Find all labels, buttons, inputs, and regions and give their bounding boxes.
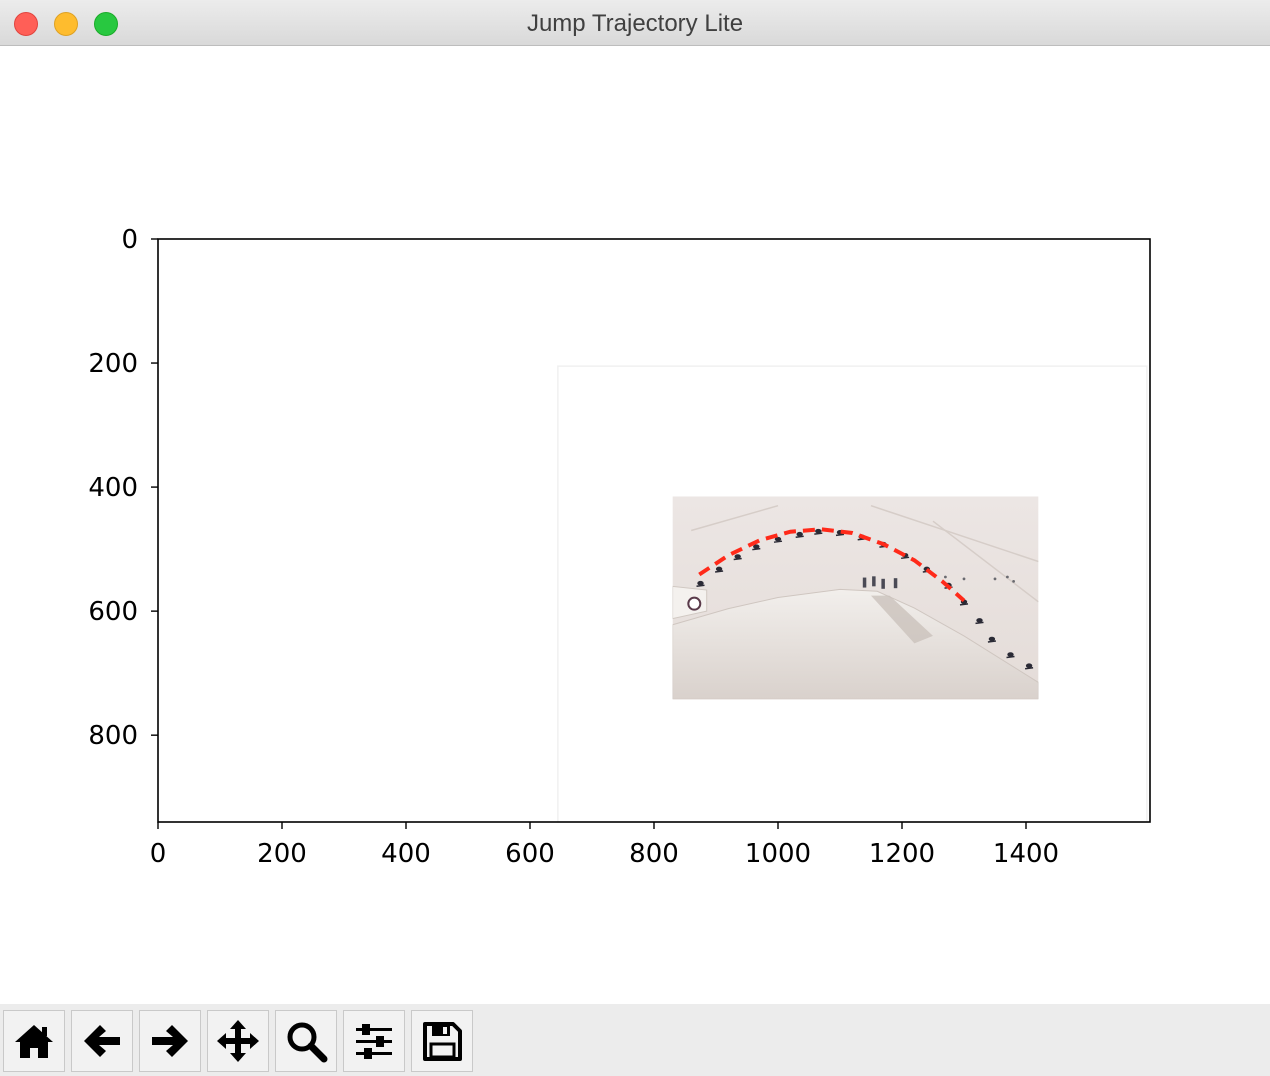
rider: [733, 554, 742, 561]
ramp-shadow: [871, 595, 933, 644]
minimize-window-button[interactable]: [54, 12, 78, 36]
rider: [715, 566, 724, 573]
spectator: [881, 578, 885, 589]
home-button[interactable]: [3, 1010, 65, 1072]
configure-subplots-button[interactable]: [343, 1010, 405, 1072]
distant-person: [993, 577, 997, 581]
x-tick-label: 0: [150, 839, 167, 869]
rider-body: [734, 554, 741, 559]
slope-line: [690, 504, 779, 532]
rider: [795, 531, 804, 538]
rider-body: [715, 566, 723, 572]
spectator: [872, 576, 876, 587]
y-tick-label: 400: [88, 473, 138, 503]
rider-board: [696, 584, 705, 587]
back-button[interactable]: [71, 1010, 133, 1072]
distant-person: [944, 575, 947, 579]
rider: [696, 580, 705, 587]
home-icon: [15, 1025, 53, 1058]
x-tick-label: 1000: [745, 839, 811, 869]
arrow-left-icon: [84, 1025, 120, 1057]
save-button[interactable]: [411, 1010, 473, 1072]
rider-board: [795, 535, 804, 538]
rider-body: [1007, 652, 1014, 657]
arrow-right-icon: [152, 1025, 188, 1057]
navigation-toolbar: [0, 1004, 1270, 1076]
rider-board: [773, 540, 783, 543]
rider-board: [1006, 655, 1015, 659]
rider-board: [901, 556, 910, 560]
rider-board: [715, 570, 724, 573]
ramp-logo: [687, 596, 702, 611]
y-tick-label: 200: [88, 349, 138, 379]
y-tick-label: 800: [88, 721, 138, 751]
zoom-window-button[interactable]: [94, 12, 118, 36]
move-icon: [217, 1020, 259, 1062]
snow-hill: [672, 588, 1039, 700]
x-tick-label: 800: [629, 839, 679, 869]
snowboard-photo: [672, 496, 1039, 700]
rider-body: [976, 618, 983, 623]
rider-body: [988, 636, 996, 642]
y-axis: 0 200 400 600 800: [88, 225, 158, 751]
rider-board: [959, 603, 969, 606]
rider-body: [774, 536, 782, 542]
rider-board: [987, 640, 996, 643]
trajectory-line: [698, 527, 966, 603]
sliders-icon: [356, 1024, 392, 1059]
rider: [1006, 652, 1015, 659]
rider: [987, 636, 996, 643]
spectator: [893, 578, 898, 589]
window-title: Jump Trajectory Lite: [526, 10, 744, 37]
spectator: [862, 577, 867, 588]
slope-line: [870, 504, 1039, 563]
distant-person: [962, 577, 966, 581]
rider-body: [697, 580, 704, 586]
x-tick-label: 200: [257, 839, 307, 869]
y-tick-label: 600: [88, 597, 138, 627]
rider-body: [753, 544, 760, 549]
x-tick-label: 600: [505, 839, 555, 869]
forward-button[interactable]: [139, 1010, 201, 1072]
x-axis: 0 200 400 600 800 1000 1200 1400: [150, 822, 1059, 869]
rider-board: [835, 533, 845, 537]
x-tick-label: 1200: [869, 839, 935, 869]
rider-board: [814, 532, 823, 535]
rider-body: [796, 531, 803, 537]
rider-board: [1025, 666, 1034, 670]
magnifier-icon: [287, 1022, 328, 1063]
x-tick-label: 1400: [993, 839, 1059, 869]
rider-board: [733, 557, 742, 561]
slope-line: [932, 520, 1039, 603]
distant-person: [1012, 579, 1015, 583]
rider-board: [752, 547, 761, 551]
rider: [814, 528, 823, 535]
rider-body: [1025, 663, 1033, 669]
zoom-button[interactable]: [275, 1010, 337, 1072]
title-bar: Jump Trajectory Lite: [0, 0, 1270, 46]
rider-board: [975, 621, 984, 625]
pan-button[interactable]: [207, 1010, 269, 1072]
plot-area[interactable]: 0 200 400 600 800 1000 1200 1400 0 200 400 600 800: [0, 46, 1270, 1004]
rider: [1025, 663, 1034, 670]
x-tick-label: 400: [381, 839, 431, 869]
rider: [752, 544, 761, 551]
rider: [975, 618, 984, 625]
rider: [773, 536, 783, 543]
floppy-disk-icon: [423, 1022, 462, 1061]
y-tick-label: 0: [121, 225, 138, 255]
figure-canvas[interactable]: 0 200 400 600 800 1000 1200 1400 0 200 400 600 800: [0, 46, 1270, 1004]
close-window-button[interactable]: [14, 12, 38, 36]
distant-person: [1006, 575, 1009, 579]
rider-body: [815, 528, 822, 534]
